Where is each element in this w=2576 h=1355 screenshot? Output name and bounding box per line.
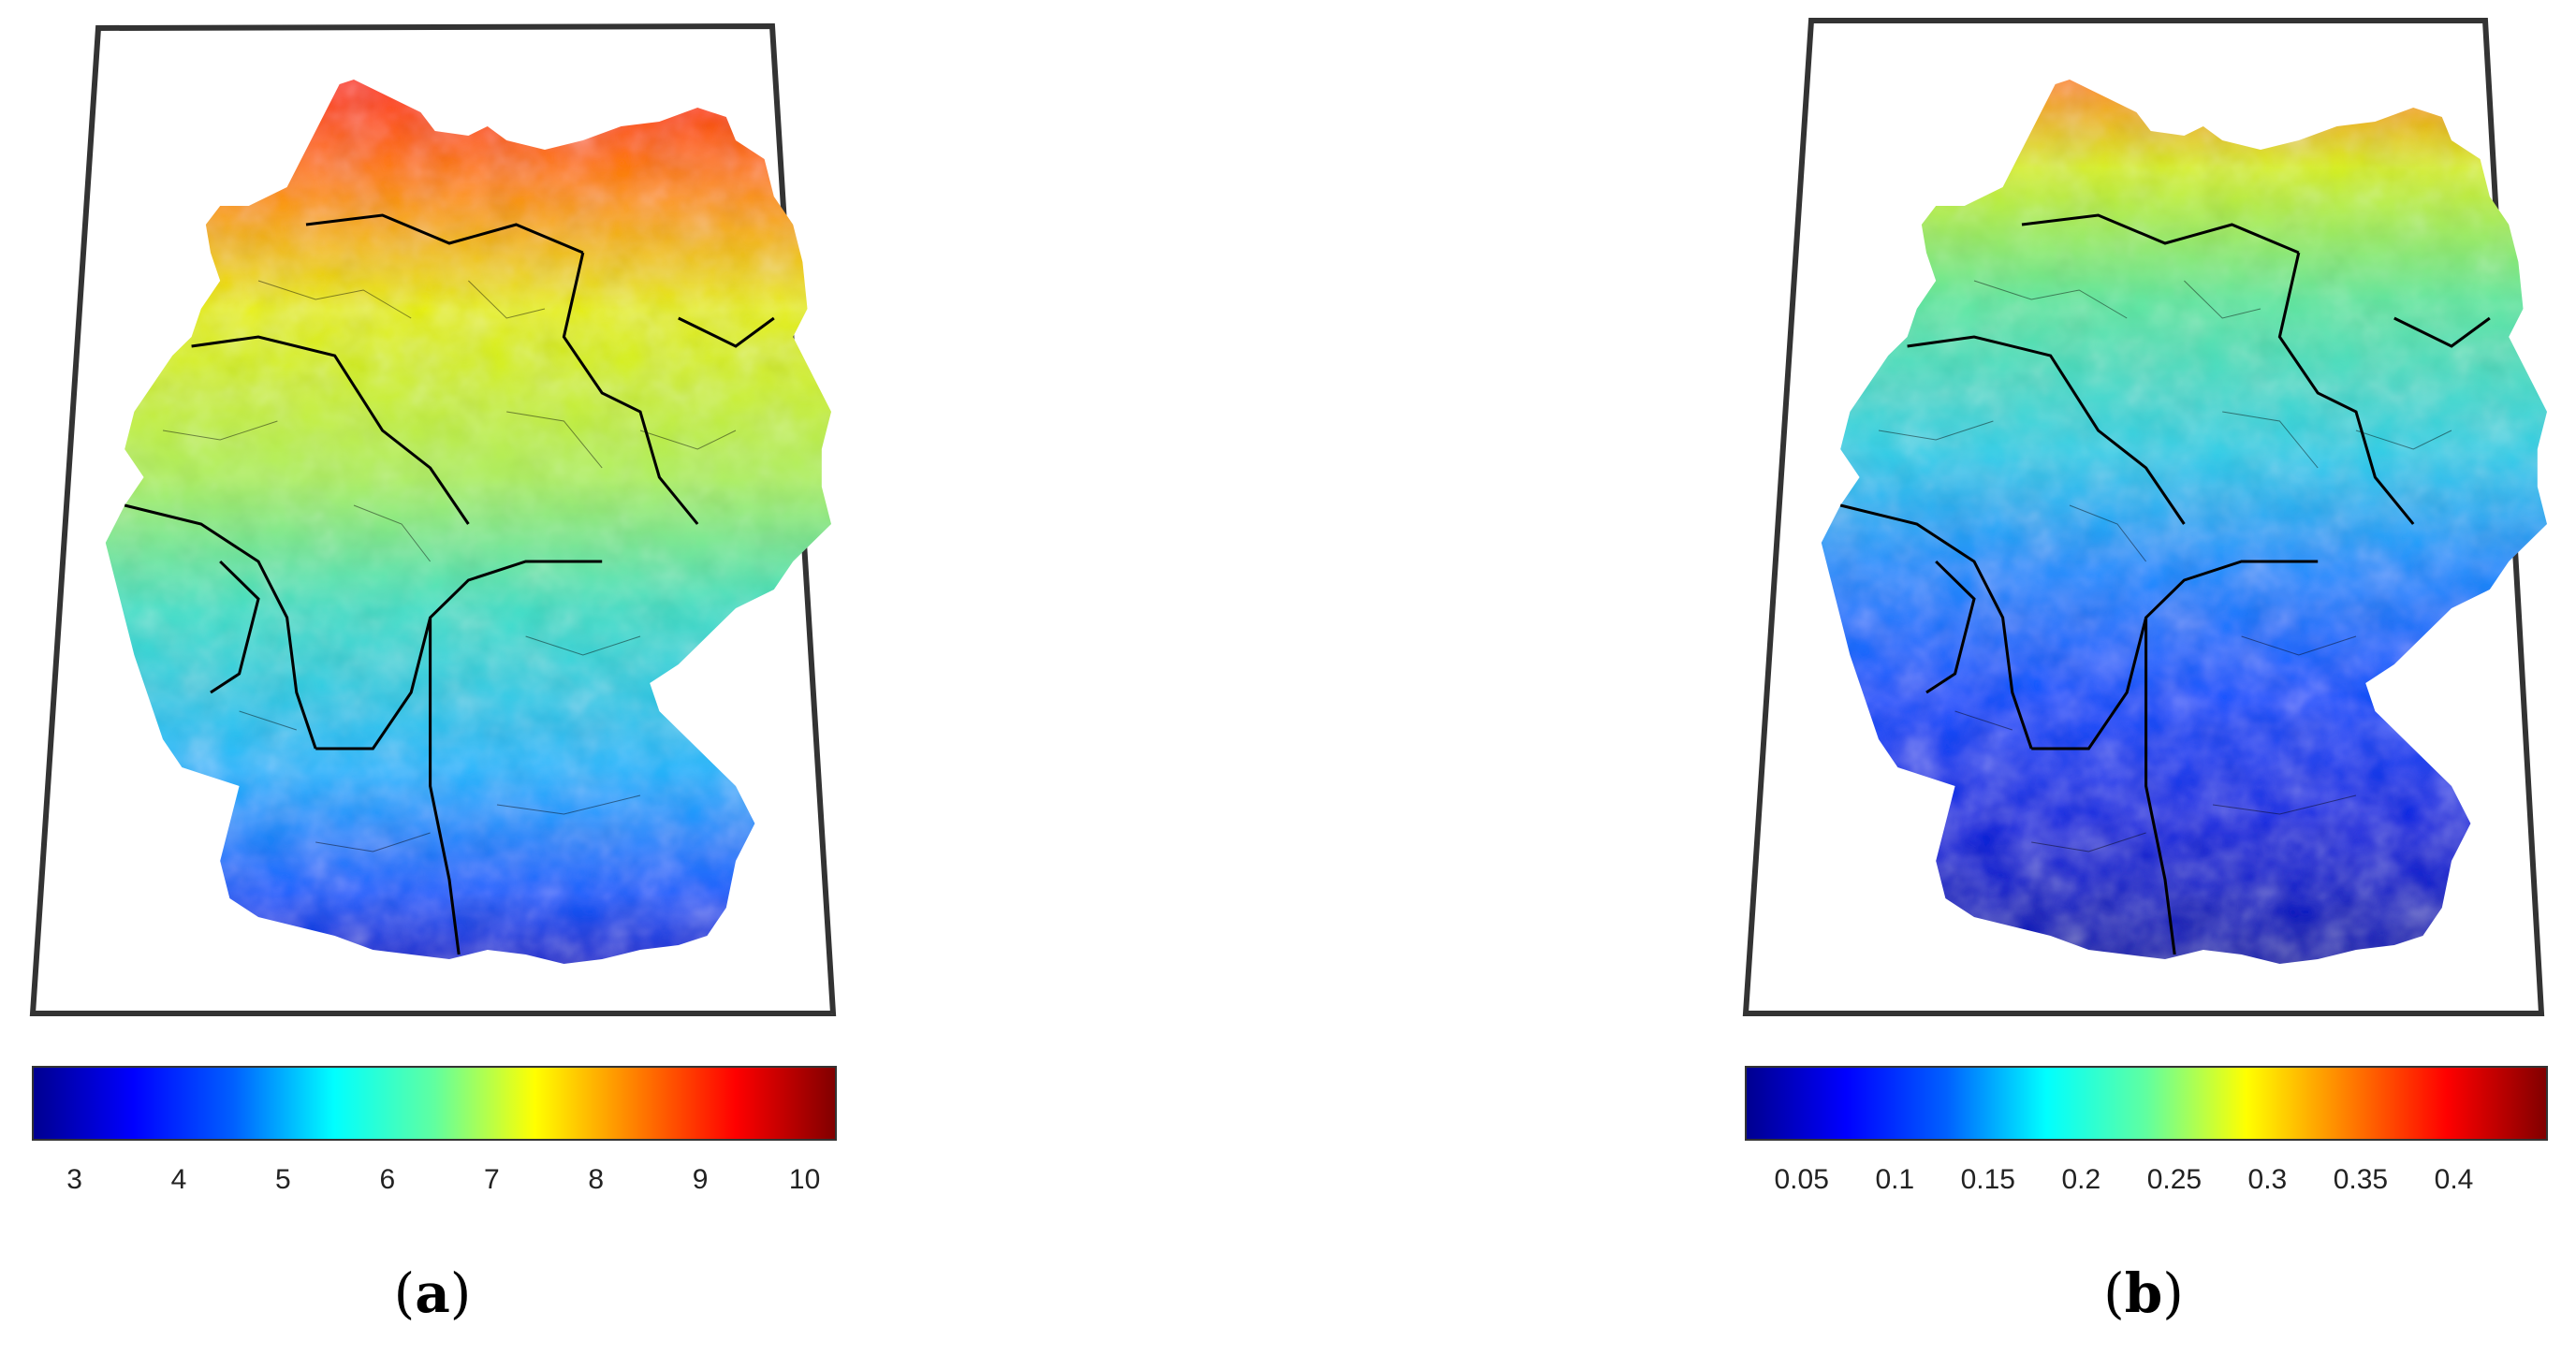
district-borders-a <box>162 280 737 852</box>
panel-label-b: (b) <box>2103 1261 2184 1325</box>
state-borders-b <box>1839 213 2491 955</box>
colorbar-b <box>1745 1066 2548 1141</box>
colorbar-tick-label: 5 <box>275 1164 291 1195</box>
colorbar-tick-label: 0.4 <box>2435 1164 2474 1195</box>
map-frame-b <box>1742 18 2545 1016</box>
colorbar-tick-label: 0.3 <box>2248 1164 2288 1195</box>
colorbar-tick-label: 8 <box>588 1164 604 1195</box>
colorbar-tick-label: 10 <box>789 1164 820 1195</box>
map-frame-a <box>29 22 837 1016</box>
district-borders-b <box>1878 280 2452 852</box>
colorbar-a <box>32 1066 837 1141</box>
colorbar-tick-label: 0.35 <box>2334 1164 2388 1195</box>
panel-label-a: (a) <box>394 1261 472 1325</box>
colorbar-tick-label: 7 <box>484 1164 500 1195</box>
colorbar-tick-label: 6 <box>380 1164 396 1195</box>
colorbar-tick-label: 9 <box>693 1164 709 1195</box>
colorbar-tick-label: 0.05 <box>1775 1164 1829 1195</box>
panel-b: 0.05 0.1 0.15 0.2 0.25 0.3 0.35 0.4 (b) <box>1742 18 2548 1325</box>
colorbar-tick-label: 4 <box>171 1164 187 1195</box>
colorbar-tick-label: 0.15 <box>1961 1164 2015 1195</box>
germany-map-b <box>1821 80 2547 964</box>
colorbar-tick-label: 0.2 <box>2061 1164 2100 1195</box>
germany-map-a <box>105 80 832 964</box>
panel-a: 3 4 5 6 7 8 9 10 (a) <box>29 22 837 1325</box>
state-borders-a <box>124 213 775 955</box>
colorbar-tick-label: 0.25 <box>2147 1164 2202 1195</box>
colorbar-tick-label: 3 <box>66 1164 82 1195</box>
colorbar-ticks-a: 3 4 5 6 7 8 9 10 <box>66 1164 820 1195</box>
colorbar-ticks-b: 0.05 0.1 0.15 0.2 0.25 0.3 0.35 0.4 <box>1775 1164 2474 1195</box>
colorbar-tick-label: 0.1 <box>1875 1164 1914 1195</box>
